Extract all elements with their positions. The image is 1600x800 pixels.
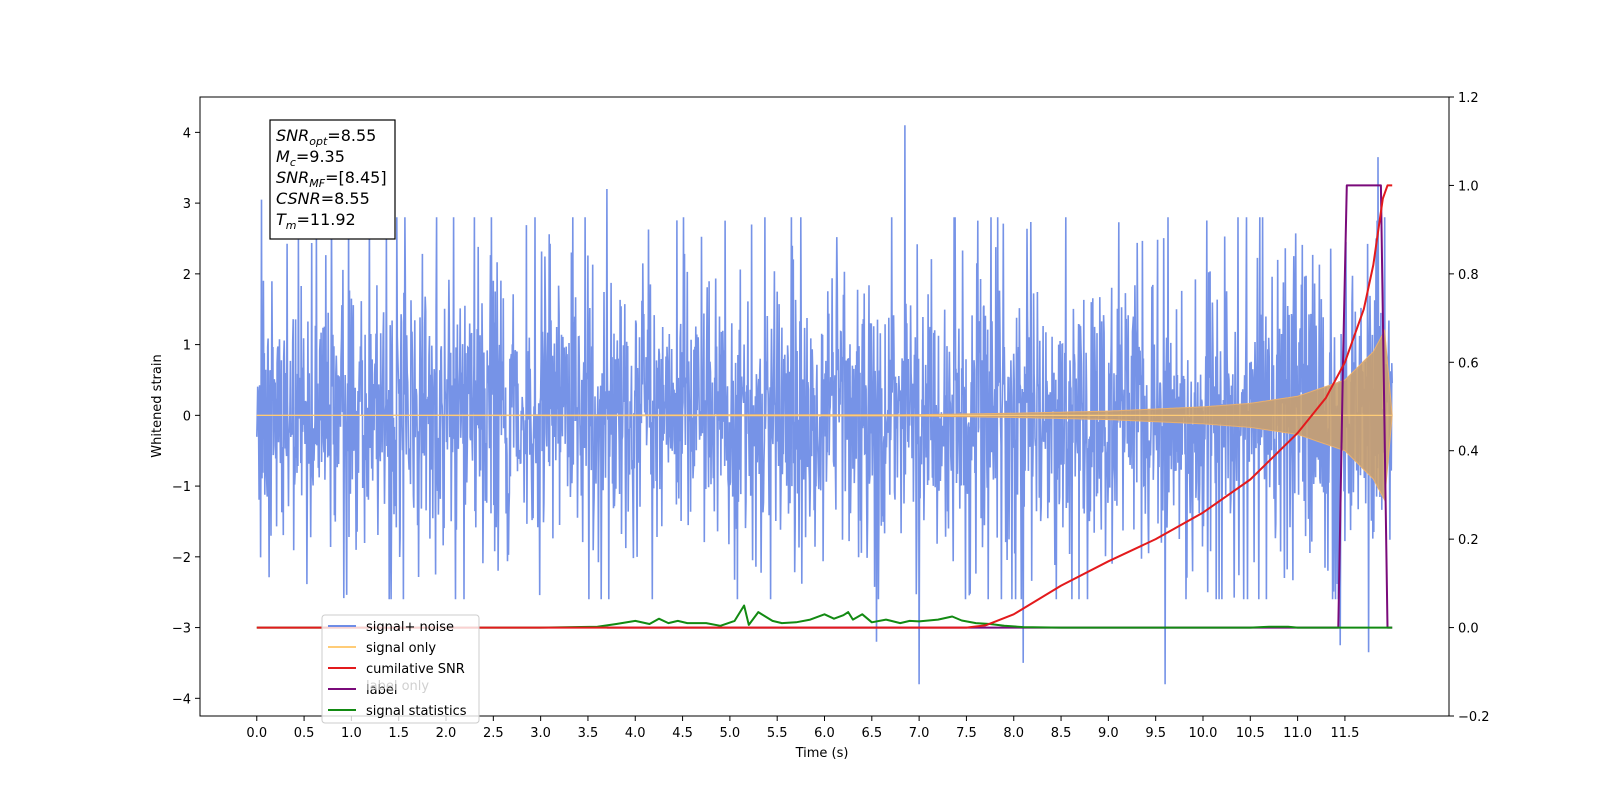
y-tick-label: 0 [183,409,191,424]
x-tick-label: 9.0 [1098,726,1119,741]
legend-label: label [366,683,397,698]
cumulative-snr-line [256,184,1393,629]
y-tick-label: 2 [183,268,191,283]
y-tick-label: 4 [183,126,191,141]
y2-tick-label: 0.4 [1458,445,1479,460]
y2-axis: 1.2 1.0 0.8 0.6 0.4 0.2 0.0 −0.2 [1449,91,1490,725]
y2-tick-label: −0.2 [1458,710,1490,725]
y2-tick-label: 0.2 [1458,533,1479,548]
x-tick-label: 10.5 [1236,726,1265,741]
x-tick-label: 3.5 [578,726,599,741]
y2-tick-label: 1.0 [1458,179,1479,194]
y-tick-label: −1 [172,480,191,495]
x-tick-label: 8.0 [1003,726,1024,741]
y-tick-label: 3 [183,197,191,212]
signal-statistics-line [256,604,1393,629]
annotation-line: SNRMF=[8.45] [276,168,387,190]
x-tick-label: 8.5 [1051,726,1072,741]
y-tick-label: −4 [172,692,191,707]
x-tick-label: 1.5 [388,726,409,741]
x-tick-label: 0.5 [294,726,315,741]
y-axis-label: Whitened strain [150,354,165,457]
x-tick-label: 4.0 [625,726,646,741]
legend-label: signal+ noise [366,620,454,635]
series-layer [256,125,1393,685]
y2-tick-label: 0.6 [1458,356,1479,371]
x-tick-label: 10.0 [1189,726,1218,741]
x-tick-label: 2.0 [436,726,457,741]
annotation-frame [269,119,396,240]
legend-label: signal only [366,641,436,656]
legend-label: cumilative SNR [366,662,465,677]
x-tick-label: 1.0 [341,726,362,741]
series-clip-group [256,125,1393,685]
y2-tick-label: 0.0 [1458,622,1479,637]
legend-hidden-text: label only [366,679,429,694]
annotation-line: SNRopt=8.55 [276,126,376,148]
x-tick-label: 7.5 [956,726,977,741]
legend-frame [321,614,480,724]
x-tick-label: 11.5 [1330,726,1359,741]
x-axis: 0.0 0.5 1.0 1.5 2.0 2.5 3.0 3.5 4.0 4.5 5.0 5.5 6.0 6… [246,716,1359,741]
y-tick-label: −3 [172,622,191,637]
x-tick-label: 4.5 [672,726,693,741]
x-tick-label: 6.0 [814,726,835,741]
x-tick-label: 11.0 [1283,726,1312,741]
annotation-line: Mc=9.35 [276,147,345,169]
x-tick-label: 0.0 [246,726,267,741]
legend-label: signal statistics [366,704,467,719]
legend: signal+ noise signal only cumilative SNR la… [321,614,480,724]
x-tick-label: 5.0 [720,726,741,741]
y2-tick-label: 0.8 [1458,268,1479,283]
x-tick-label: 7.0 [909,726,930,741]
y-axis: 4 3 2 1 0 −1 −2 −3 −4 [172,126,200,707]
y-tick-label: 1 [183,339,191,354]
x-tick-label: 2.5 [483,726,504,741]
annotation-line: CSNR=8.55 [276,189,370,208]
x-tick-label: 9.5 [1145,726,1166,741]
x-tick-label: 6.5 [861,726,882,741]
x-axis-label: Time (s) [795,746,849,761]
y-tick-label: −2 [172,551,191,566]
x-tick-label: 5.5 [767,726,788,741]
annotation-line: Tm=11.92 [276,210,356,232]
x-tick-label: 3.0 [530,726,551,741]
y2-tick-label: 1.2 [1458,91,1479,106]
